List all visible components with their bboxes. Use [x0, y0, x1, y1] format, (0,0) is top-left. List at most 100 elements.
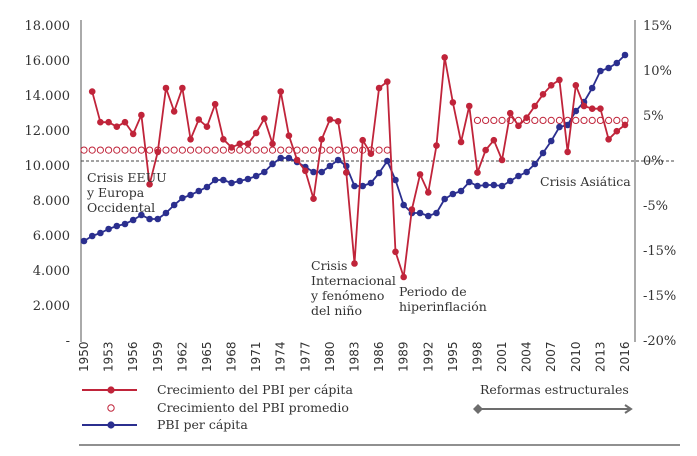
- gdp-growth-point: [310, 195, 317, 202]
- gdp-growth-point: [408, 206, 416, 213]
- x-tick-label: 1995: [446, 341, 460, 372]
- gdp-per-capita-point: [121, 220, 129, 228]
- gdp-per-capita-point: [129, 216, 137, 224]
- gdp-growth-point: [465, 102, 473, 110]
- left-tick-label: 10.000: [25, 159, 71, 174]
- average-growth-marker: [531, 116, 539, 125]
- gdp-per-capita-point: [285, 154, 293, 162]
- x-tick-label: 1953: [102, 341, 116, 372]
- average-growth-marker: [121, 146, 129, 154]
- average-growth-marker: [195, 146, 203, 154]
- gdp-growth-point: [121, 118, 129, 126]
- average-growth-marker: [588, 116, 596, 125]
- left-tick-label: 2.000: [33, 299, 70, 314]
- gdp-per-capita-point: [334, 156, 342, 164]
- average-growth-marker: [178, 146, 186, 154]
- gdp-per-capita-point: [113, 222, 121, 230]
- gdp-growth-point: [162, 84, 170, 92]
- annotation-line: Occidental: [87, 200, 155, 215]
- gdp-growth-point: [113, 123, 121, 130]
- left-tick-label: -: [66, 334, 70, 349]
- average-growth-marker: [605, 116, 613, 125]
- left-tick-label: 4.000: [33, 264, 70, 279]
- gdp-per-capita-point: [252, 172, 260, 180]
- gdp-per-capita-point: [269, 160, 276, 168]
- average-growth-marker: [137, 146, 145, 154]
- average-growth-marker: [383, 146, 391, 154]
- axes: [80, 20, 676, 342]
- gdp-per-capita-point: [351, 182, 358, 190]
- gdp-growth-point: [588, 105, 596, 112]
- gdp-per-capita-point: [138, 211, 145, 219]
- gdp-per-capita-point: [162, 209, 170, 217]
- average-growth-marker: [203, 146, 211, 154]
- gdp-growth-point: [375, 84, 383, 92]
- gdp-growth-point: [334, 118, 342, 125]
- gdp-per-capita-point: [195, 187, 203, 195]
- average-growth-marker: [113, 146, 121, 154]
- left-tick-label: 12.000: [25, 124, 71, 139]
- gdp-per-capita-point: [588, 84, 596, 92]
- gdp-per-capita-point: [277, 154, 285, 162]
- average-growth-marker: [539, 116, 547, 125]
- annotation-hyperinflation: Periodo de hiperinflación: [399, 284, 487, 314]
- x-tick-label: 2001: [495, 341, 509, 372]
- gdp-growth-point: [326, 116, 334, 123]
- gdp-per-capita-point: [187, 191, 194, 199]
- gdp-growth-point: [531, 102, 539, 110]
- x-axis-ticks: 1950 1953 1956 1959 1962 1965 1968 1971 1974 1977…: [77, 341, 632, 372]
- legend-gdp-label: PBI per cápita: [157, 417, 248, 432]
- gdp-per-capita-point: [490, 181, 498, 189]
- right-tick-label: -15%: [643, 289, 676, 304]
- annotation-line: Crisis: [311, 258, 347, 273]
- average-growth-marker: [219, 146, 227, 154]
- gdp-per-capita-point: [105, 225, 112, 233]
- gdp-growth-line: [91, 56, 626, 278]
- gdp-growth-point: [220, 136, 227, 143]
- gdp-per-capita-point: [506, 177, 514, 185]
- gdp-growth-point: [129, 130, 137, 138]
- x-tick-label: 1971: [249, 341, 263, 372]
- gdp-growth-point: [392, 248, 399, 256]
- annotation-crisis-usa-europe: Crisis EEUU y Europa Occidental: [86, 170, 167, 215]
- gdp-per-capita-point: [441, 195, 448, 203]
- gdp-growth-point: [211, 100, 219, 108]
- gdp-per-capita-point: [392, 176, 399, 184]
- average-growth-marker: [490, 116, 498, 125]
- gdp-growth-point: [433, 142, 440, 149]
- gdp-per-capita-series: [80, 51, 629, 245]
- gdp-growth-point: [400, 273, 407, 281]
- gdp-per-capita-point: [220, 176, 227, 184]
- average-growth-marker: [342, 146, 350, 154]
- arrow-head-icon: [624, 404, 633, 414]
- annotations: Crisis EEUU y Europa Occidental Crisis Inter…: [86, 170, 631, 318]
- gdp-growth-point: [457, 138, 465, 146]
- gdp-growth-point: [285, 132, 293, 139]
- gdp-per-capita-point: [367, 179, 375, 187]
- gdp-per-capita-point: [474, 182, 481, 190]
- gdp-growth-point: [252, 129, 260, 137]
- gdp-per-capita-point: [326, 162, 334, 170]
- gdp-growth-point: [154, 148, 162, 156]
- gdp-growth-point: [367, 150, 375, 157]
- average-growth-marker: [301, 146, 309, 154]
- average-growth-marker: [326, 146, 334, 154]
- gdp-per-capita-point: [613, 59, 621, 67]
- gdp-growth-point: [146, 181, 153, 188]
- average-growth-marker: [244, 146, 252, 154]
- gdp-growth-point: [244, 140, 252, 148]
- left-tick-label: 16.000: [25, 54, 71, 69]
- x-tick-label: 1950: [77, 341, 91, 372]
- legend-entry-average: Crecimiento del PBI promedio: [107, 400, 349, 415]
- annotation-line: Internacional: [311, 273, 396, 288]
- gdp-per-capita-point: [179, 194, 186, 202]
- gdp-growth-point: [170, 108, 178, 115]
- annotation-line: y fenómeno: [310, 288, 384, 303]
- gdp-growth-point: [547, 82, 555, 89]
- gdp-per-capita-point: [146, 215, 153, 223]
- gdp-per-capita-point: [88, 232, 96, 240]
- average-growth-marker: [162, 146, 170, 154]
- x-tick-label: 2007: [544, 341, 558, 372]
- legend-growth-label: Crecimiento del PBI per cápita: [157, 382, 353, 397]
- legend-entry-gdp: PBI per cápita: [82, 417, 248, 432]
